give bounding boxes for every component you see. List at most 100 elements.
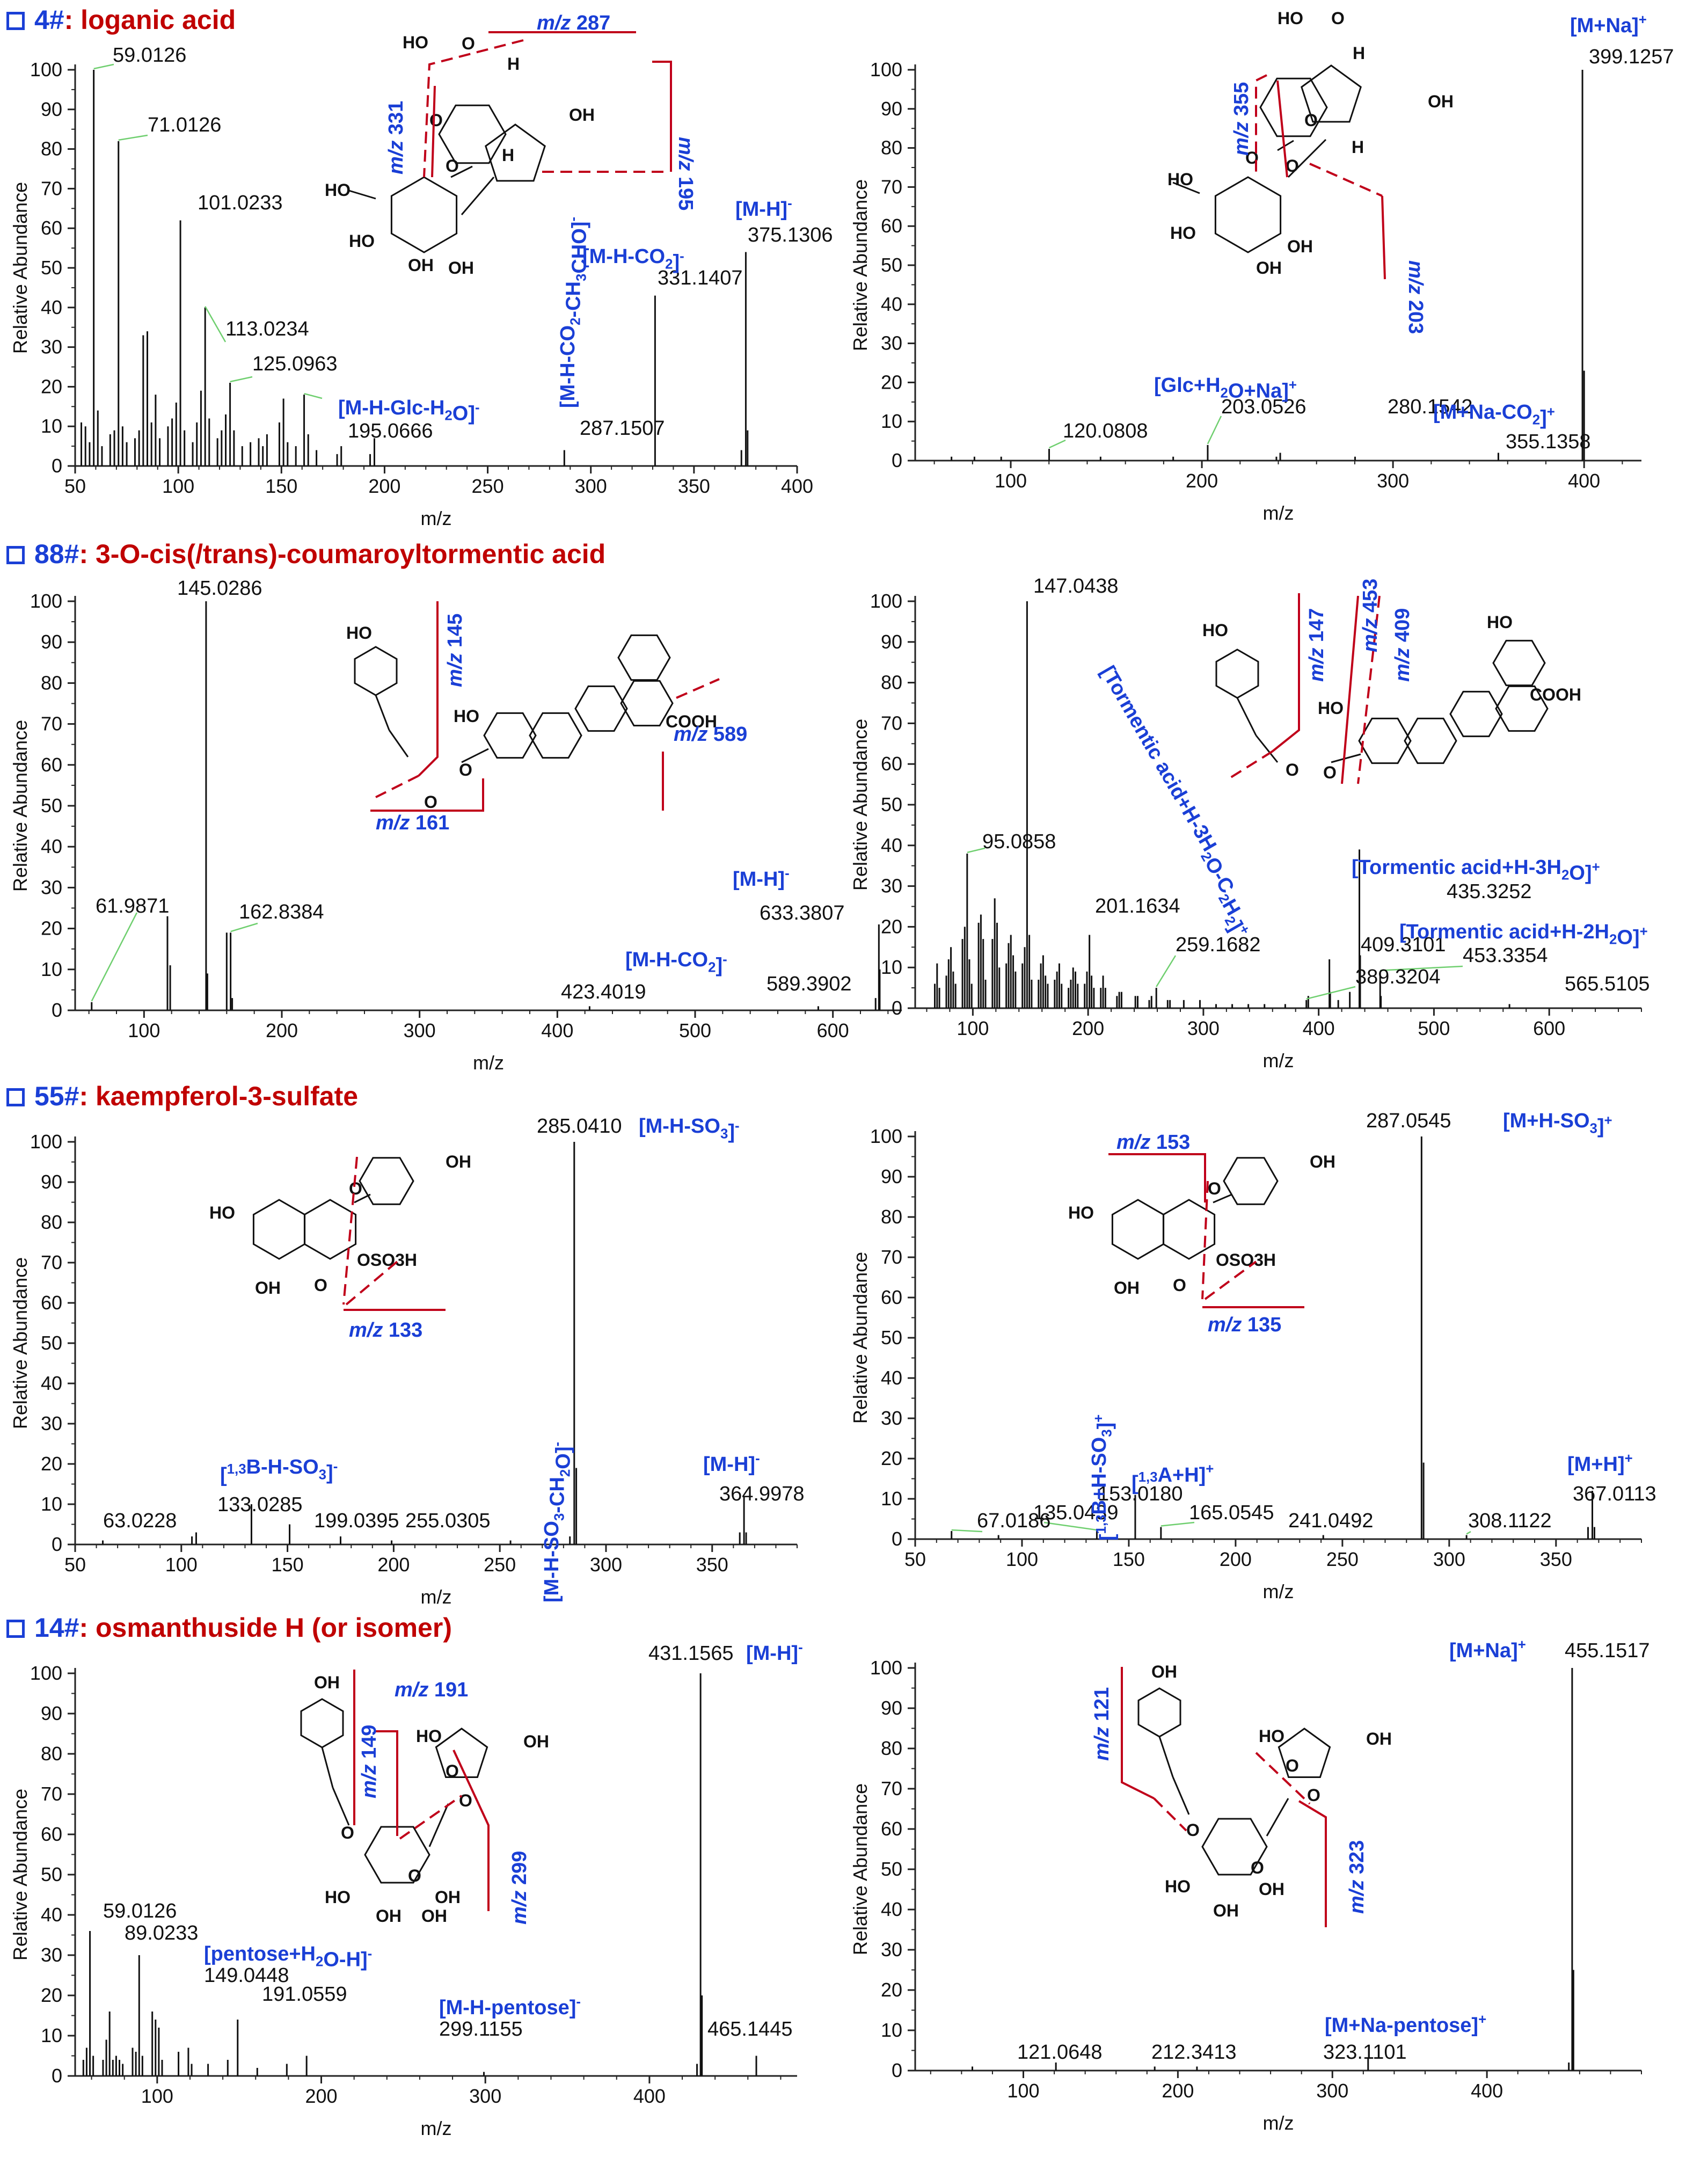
structure-atom-label: OH: [1151, 1662, 1177, 1681]
ion-label: [M-H]-: [733, 866, 790, 891]
mass-label: 565.5105: [1565, 973, 1650, 995]
x-tick-label: 300: [469, 2085, 501, 2107]
structure-ring: [574, 685, 628, 732]
mass-label: 465.1445: [707, 2018, 793, 2041]
structure-ring: [300, 1698, 344, 1748]
fragment-label: m/z 203: [1404, 260, 1427, 334]
text-span: 2: [1561, 868, 1569, 883]
structure-atom-label: O: [1251, 1858, 1264, 1877]
structure-atom-label: HO: [1167, 170, 1193, 189]
x-tick-label: 100: [162, 475, 194, 497]
ion-label: [M+Na]+: [1449, 1637, 1526, 1662]
ion-label: [M-H-pentose]-: [439, 1994, 581, 2019]
structure-ring: [1201, 1818, 1268, 1876]
cleavage-line: [1108, 1153, 1206, 1203]
chart-c5: 0 10 20 30 40 50 60 70 80 90 100 50 100 150 200 250 300 3…: [9, 1115, 805, 1608]
y-tick-label: 70: [41, 1251, 62, 1273]
y-tick-label: 0: [52, 1533, 62, 1555]
label-leader-line: [1306, 986, 1356, 1000]
mz-value: 203: [1404, 294, 1427, 334]
y-tick-label: 100: [870, 1125, 902, 1147]
ion-label: [M+H]+: [1567, 1451, 1633, 1476]
text-span: 2: [665, 257, 673, 272]
y-tick-label: 20: [41, 375, 62, 397]
x-tick-label: 200: [1072, 1017, 1104, 1039]
mass-label: 67.0186: [977, 1510, 1050, 1532]
text-span: [: [1096, 1534, 1119, 1541]
row-title-4: 14#: osmanthuside H (or isomer): [6, 1612, 452, 1643]
structure-ring: [1111, 1199, 1165, 1260]
fragment-label: m/z 331: [385, 101, 407, 174]
structure-ring: [1259, 77, 1328, 137]
mass-label: 59.0126: [113, 44, 186, 67]
text-span: O]: [1617, 927, 1639, 949]
text-span: [M-H-Glc-H: [338, 397, 444, 419]
text-span: +: [1478, 2012, 1486, 2027]
text-span: 3: [319, 1467, 326, 1482]
y-tick-label: 70: [881, 1246, 902, 1268]
text-span: [M-H-pentose]: [439, 1996, 576, 2019]
cleavage-line: [1298, 1800, 1327, 1927]
x-tick-label: 350: [1540, 1548, 1572, 1570]
text-span: [M-H-CO: [557, 325, 579, 408]
structure-atom-label: HO: [346, 623, 372, 643]
text-span: [M-H]: [746, 1642, 798, 1665]
structure-atom-label: OH: [1428, 92, 1454, 111]
text-span: -: [680, 249, 684, 264]
mz-italic: m/z: [1230, 122, 1253, 156]
cleavage-line: [345, 1260, 398, 1306]
structure-atom-label: OH: [435, 1888, 461, 1907]
cleavage-line: [1255, 74, 1267, 177]
structure-ring: [1137, 1687, 1181, 1738]
y-tick-label: 50: [881, 1858, 902, 1880]
text-span: 1,3: [1138, 1470, 1158, 1485]
cleavage-line: [375, 775, 419, 798]
fragment-label: m/z 453: [1359, 579, 1382, 652]
structure-atom-label: OH: [408, 256, 434, 275]
y-tick-label: 90: [41, 1171, 62, 1193]
text-span: [Tormentic acid+H-3H: [1096, 662, 1221, 856]
structure-ring: [390, 176, 458, 253]
cleavage-line: [431, 85, 436, 178]
fragment-label: m/z 589: [674, 723, 747, 746]
mass-label: 121.0648: [1017, 2041, 1103, 2064]
mass-label: 162.8384: [239, 901, 324, 923]
x-axis-title: m/z: [1263, 1580, 1294, 1602]
y-tick-label: 60: [41, 754, 62, 776]
x-axis-title: m/z: [473, 1052, 504, 1074]
mass-label: 147.0438: [1033, 575, 1119, 597]
structure-atom-label: O: [446, 156, 459, 176]
structure-bond: [428, 1803, 449, 1847]
mz-value: 589: [707, 723, 747, 746]
chart-c8: 0 10 20 30 40 50 60 70 80 90 100 100 200 300 400 m/z Rel…: [849, 1637, 1650, 2134]
structure-ring: [303, 1199, 357, 1260]
text-span: 3: [1099, 1429, 1114, 1437]
structure-ring: [1492, 639, 1546, 687]
structure-atom-label: O: [408, 1866, 421, 1885]
ion-label: [M+Na-CO2]+: [1433, 401, 1555, 429]
structure-atom-label: OH: [1366, 1729, 1392, 1748]
label-leader-line: [93, 63, 114, 70]
text-span: [Tormentic acid+H-3H: [1352, 856, 1561, 879]
cleavage-line: [342, 1156, 358, 1305]
structure-atom-label: O: [1304, 111, 1318, 130]
structure-bond: [375, 695, 390, 731]
x-tick-label: 250: [484, 1554, 516, 1576]
mass-label: 589.3902: [767, 973, 852, 995]
ion-label: [Glc+H2O+Na]+: [1154, 374, 1297, 403]
text-span: -: [550, 1442, 565, 1447]
structure-ring: [1449, 690, 1503, 738]
structure-atom-label: OH: [446, 1152, 471, 1171]
mz-italic: m/z: [444, 653, 466, 687]
structure-atom-label: OH: [255, 1278, 281, 1298]
structure-atom-label: HO: [325, 180, 351, 200]
mass-label: 133.0285: [217, 1493, 303, 1516]
y-tick-label: 60: [881, 753, 902, 775]
structure-atom-label: HO: [349, 231, 375, 251]
structure-ring: [1358, 717, 1412, 764]
mz-italic: m/z: [537, 12, 571, 34]
y-tick-label: 20: [881, 371, 902, 393]
cleavage-line: [1357, 595, 1381, 784]
x-tick-label: 50: [64, 475, 86, 497]
